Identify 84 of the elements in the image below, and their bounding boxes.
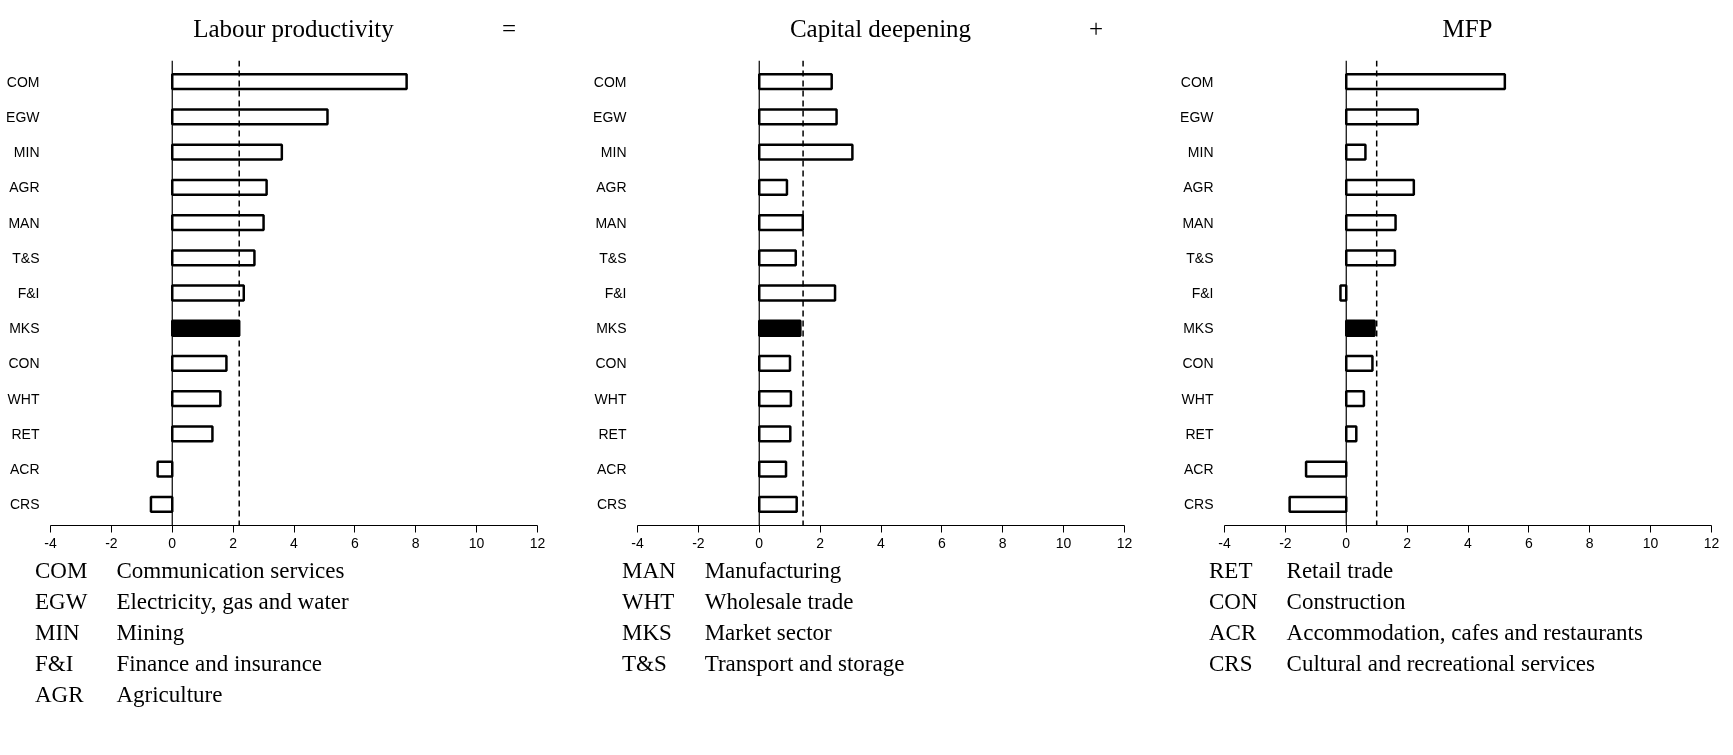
- text: AGR Agriculture: [35, 682, 223, 707]
- x-tick-label: 2: [229, 534, 238, 551]
- y-tick-label: MKS: [1183, 320, 1214, 337]
- x-tick-label: 10: [1055, 534, 1072, 551]
- y-tick-label: CON: [595, 355, 627, 372]
- y-tick-label: MAN: [1182, 214, 1214, 231]
- y-tick-label: CRS: [596, 496, 627, 513]
- y-tick-label: T&S: [12, 249, 40, 266]
- x-tick-label: 6: [350, 534, 359, 551]
- y-tick-label: WHT: [7, 390, 40, 407]
- text: CRS Cultural and recreational services: [1209, 651, 1596, 676]
- y-tick-label: AGR: [596, 179, 627, 196]
- text: RET Retail trade: [1209, 558, 1394, 583]
- y-tick-label: COM: [593, 73, 627, 90]
- y-tick-label: ACR: [596, 461, 627, 478]
- y-tick-label: ACR: [1183, 461, 1214, 478]
- text: MIN Mining: [35, 620, 185, 645]
- text: ACR Accommodation, cafes and restaurants: [1209, 620, 1643, 645]
- chart-title: Labour productivity: [193, 15, 394, 42]
- y-tick-label: EGW: [6, 108, 41, 125]
- x-tick-label: -2: [105, 534, 118, 551]
- x-tick-label: 0: [168, 534, 177, 551]
- y-tick-label: MIN: [1187, 144, 1214, 161]
- text: WHT Wholesale trade: [622, 589, 854, 614]
- x-tick-label: 10: [1642, 534, 1659, 551]
- text: +: [1089, 14, 1104, 44]
- y-tick-label: MKS: [596, 320, 627, 337]
- text: T&S Transport and storage: [622, 651, 905, 676]
- y-tick-label: AGR: [9, 179, 40, 196]
- y-tick-label: RET: [598, 425, 627, 442]
- y-tick-label: WHT: [594, 390, 627, 407]
- x-tick-label: 12: [1703, 534, 1720, 551]
- y-tick-label: RET: [1185, 425, 1214, 442]
- y-tick-label: CRS: [9, 496, 40, 513]
- text: MAN Manufacturing: [622, 558, 842, 583]
- x-tick-label: 6: [1524, 534, 1533, 551]
- y-tick-label: F&I: [604, 285, 627, 301]
- y-tick-label: CON: [1182, 355, 1214, 372]
- x-tick-label: -4: [1218, 534, 1231, 551]
- y-tick-label: F&I: [1191, 285, 1214, 301]
- x-tick-label: -4: [44, 534, 57, 551]
- x-tick-label: 0: [1342, 534, 1351, 551]
- y-tick-label: COM: [6, 73, 40, 90]
- text: =: [502, 14, 517, 44]
- y-tick-label: MIN: [600, 144, 627, 161]
- x-tick-label: 10: [468, 534, 485, 551]
- y-tick-label: F&I: [17, 285, 40, 301]
- x-tick-label: 4: [877, 534, 886, 551]
- x-tick-label: -2: [692, 534, 705, 551]
- y-tick-label: MAN: [595, 214, 627, 231]
- y-tick-label: T&S: [1186, 249, 1214, 266]
- text: MKS Market sector: [622, 620, 832, 645]
- y-tick-label: MIN: [13, 144, 40, 161]
- text: CON Construction: [1209, 589, 1406, 614]
- y-tick-label: ACR: [9, 461, 40, 478]
- y-tick-label: EGW: [1180, 108, 1215, 125]
- y-tick-label: COM: [1180, 73, 1214, 90]
- y-tick-label: MAN: [8, 214, 40, 231]
- x-tick-label: -4: [631, 534, 644, 551]
- x-tick-label: 4: [1464, 534, 1473, 551]
- text: EGW Electricity, gas and water: [35, 589, 349, 614]
- text: F&I Finance and insurance: [35, 651, 323, 676]
- y-tick-label: MKS: [9, 320, 40, 337]
- x-tick-label: 8: [1585, 534, 1594, 551]
- x-tick-label: 2: [1403, 534, 1412, 551]
- y-tick-label: RET: [11, 425, 40, 442]
- y-tick-label: EGW: [593, 108, 628, 125]
- y-tick-label: T&S: [599, 249, 627, 266]
- x-tick-label: 2: [816, 534, 825, 551]
- y-tick-label: WHT: [1181, 390, 1214, 407]
- x-tick-label: 8: [998, 534, 1007, 551]
- x-tick-label: 6: [937, 534, 946, 551]
- y-tick-label: CRS: [1183, 496, 1214, 513]
- text: COM Communication services: [35, 558, 345, 583]
- chart-title: MFP: [1441, 14, 1494, 44]
- y-tick-label: AGR: [1183, 179, 1214, 196]
- x-tick-label: 12: [529, 534, 546, 551]
- x-tick-label: 4: [290, 534, 299, 551]
- x-tick-label: 12: [1116, 534, 1133, 551]
- x-tick-label: -2: [1279, 534, 1292, 551]
- chart-title: Capital deepening: [789, 15, 972, 42]
- x-tick-label: 0: [755, 534, 764, 551]
- y-tick-label: CON: [8, 355, 40, 372]
- x-tick-label: 8: [411, 534, 420, 551]
